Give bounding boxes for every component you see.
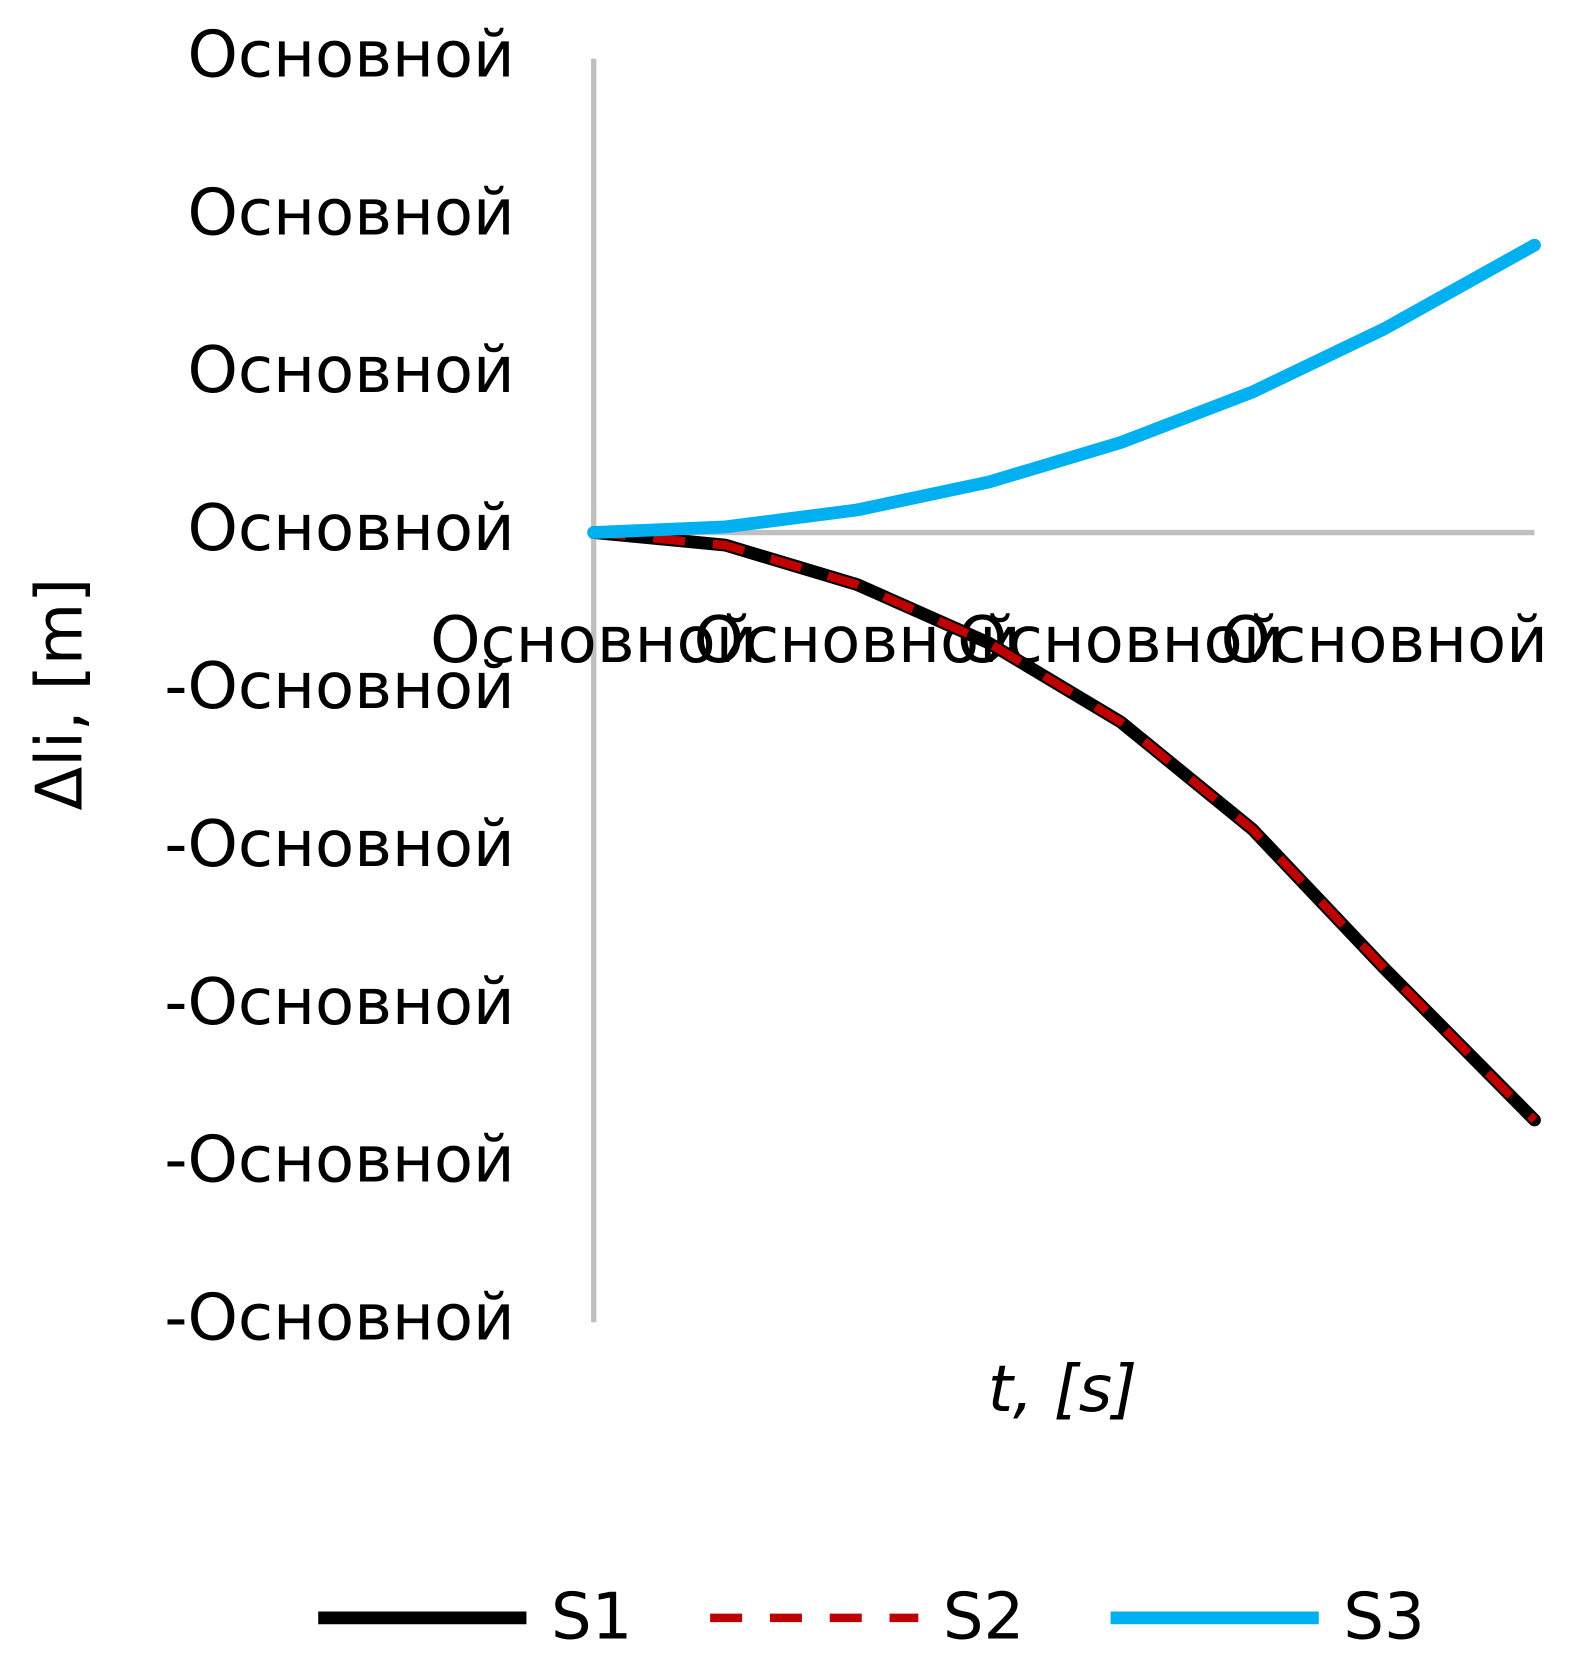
y-tick-label: -Основной	[164, 808, 514, 882]
x-tick-label: Основной	[957, 604, 1284, 678]
y-axis-title: Δli, [m]	[24, 578, 98, 811]
y-tick-label: Основной	[187, 176, 514, 250]
legend-label: S3	[1343, 1581, 1424, 1655]
legend-label: S2	[943, 1581, 1024, 1655]
y-tick-label: Основной	[187, 18, 514, 92]
y-tick-label: -Основной	[164, 1282, 514, 1356]
series-line	[593, 528, 1538, 1123]
x-tick-label: Основной	[430, 604, 757, 678]
y-tick-label: Основной	[187, 334, 514, 408]
y-tick-label: -Основной	[164, 1124, 514, 1198]
y-tick-label: Основной	[187, 492, 514, 566]
x-tick-label: Основной	[694, 604, 1021, 678]
legend-label: S1	[551, 1581, 632, 1655]
x-axis-title: t, [s]	[988, 1353, 1137, 1427]
series-line	[587, 238, 1541, 539]
y-tick-label: -Основной	[164, 650, 514, 724]
y-tick-label: -Основной	[164, 966, 514, 1040]
x-tick-label: Основной	[1221, 604, 1548, 678]
